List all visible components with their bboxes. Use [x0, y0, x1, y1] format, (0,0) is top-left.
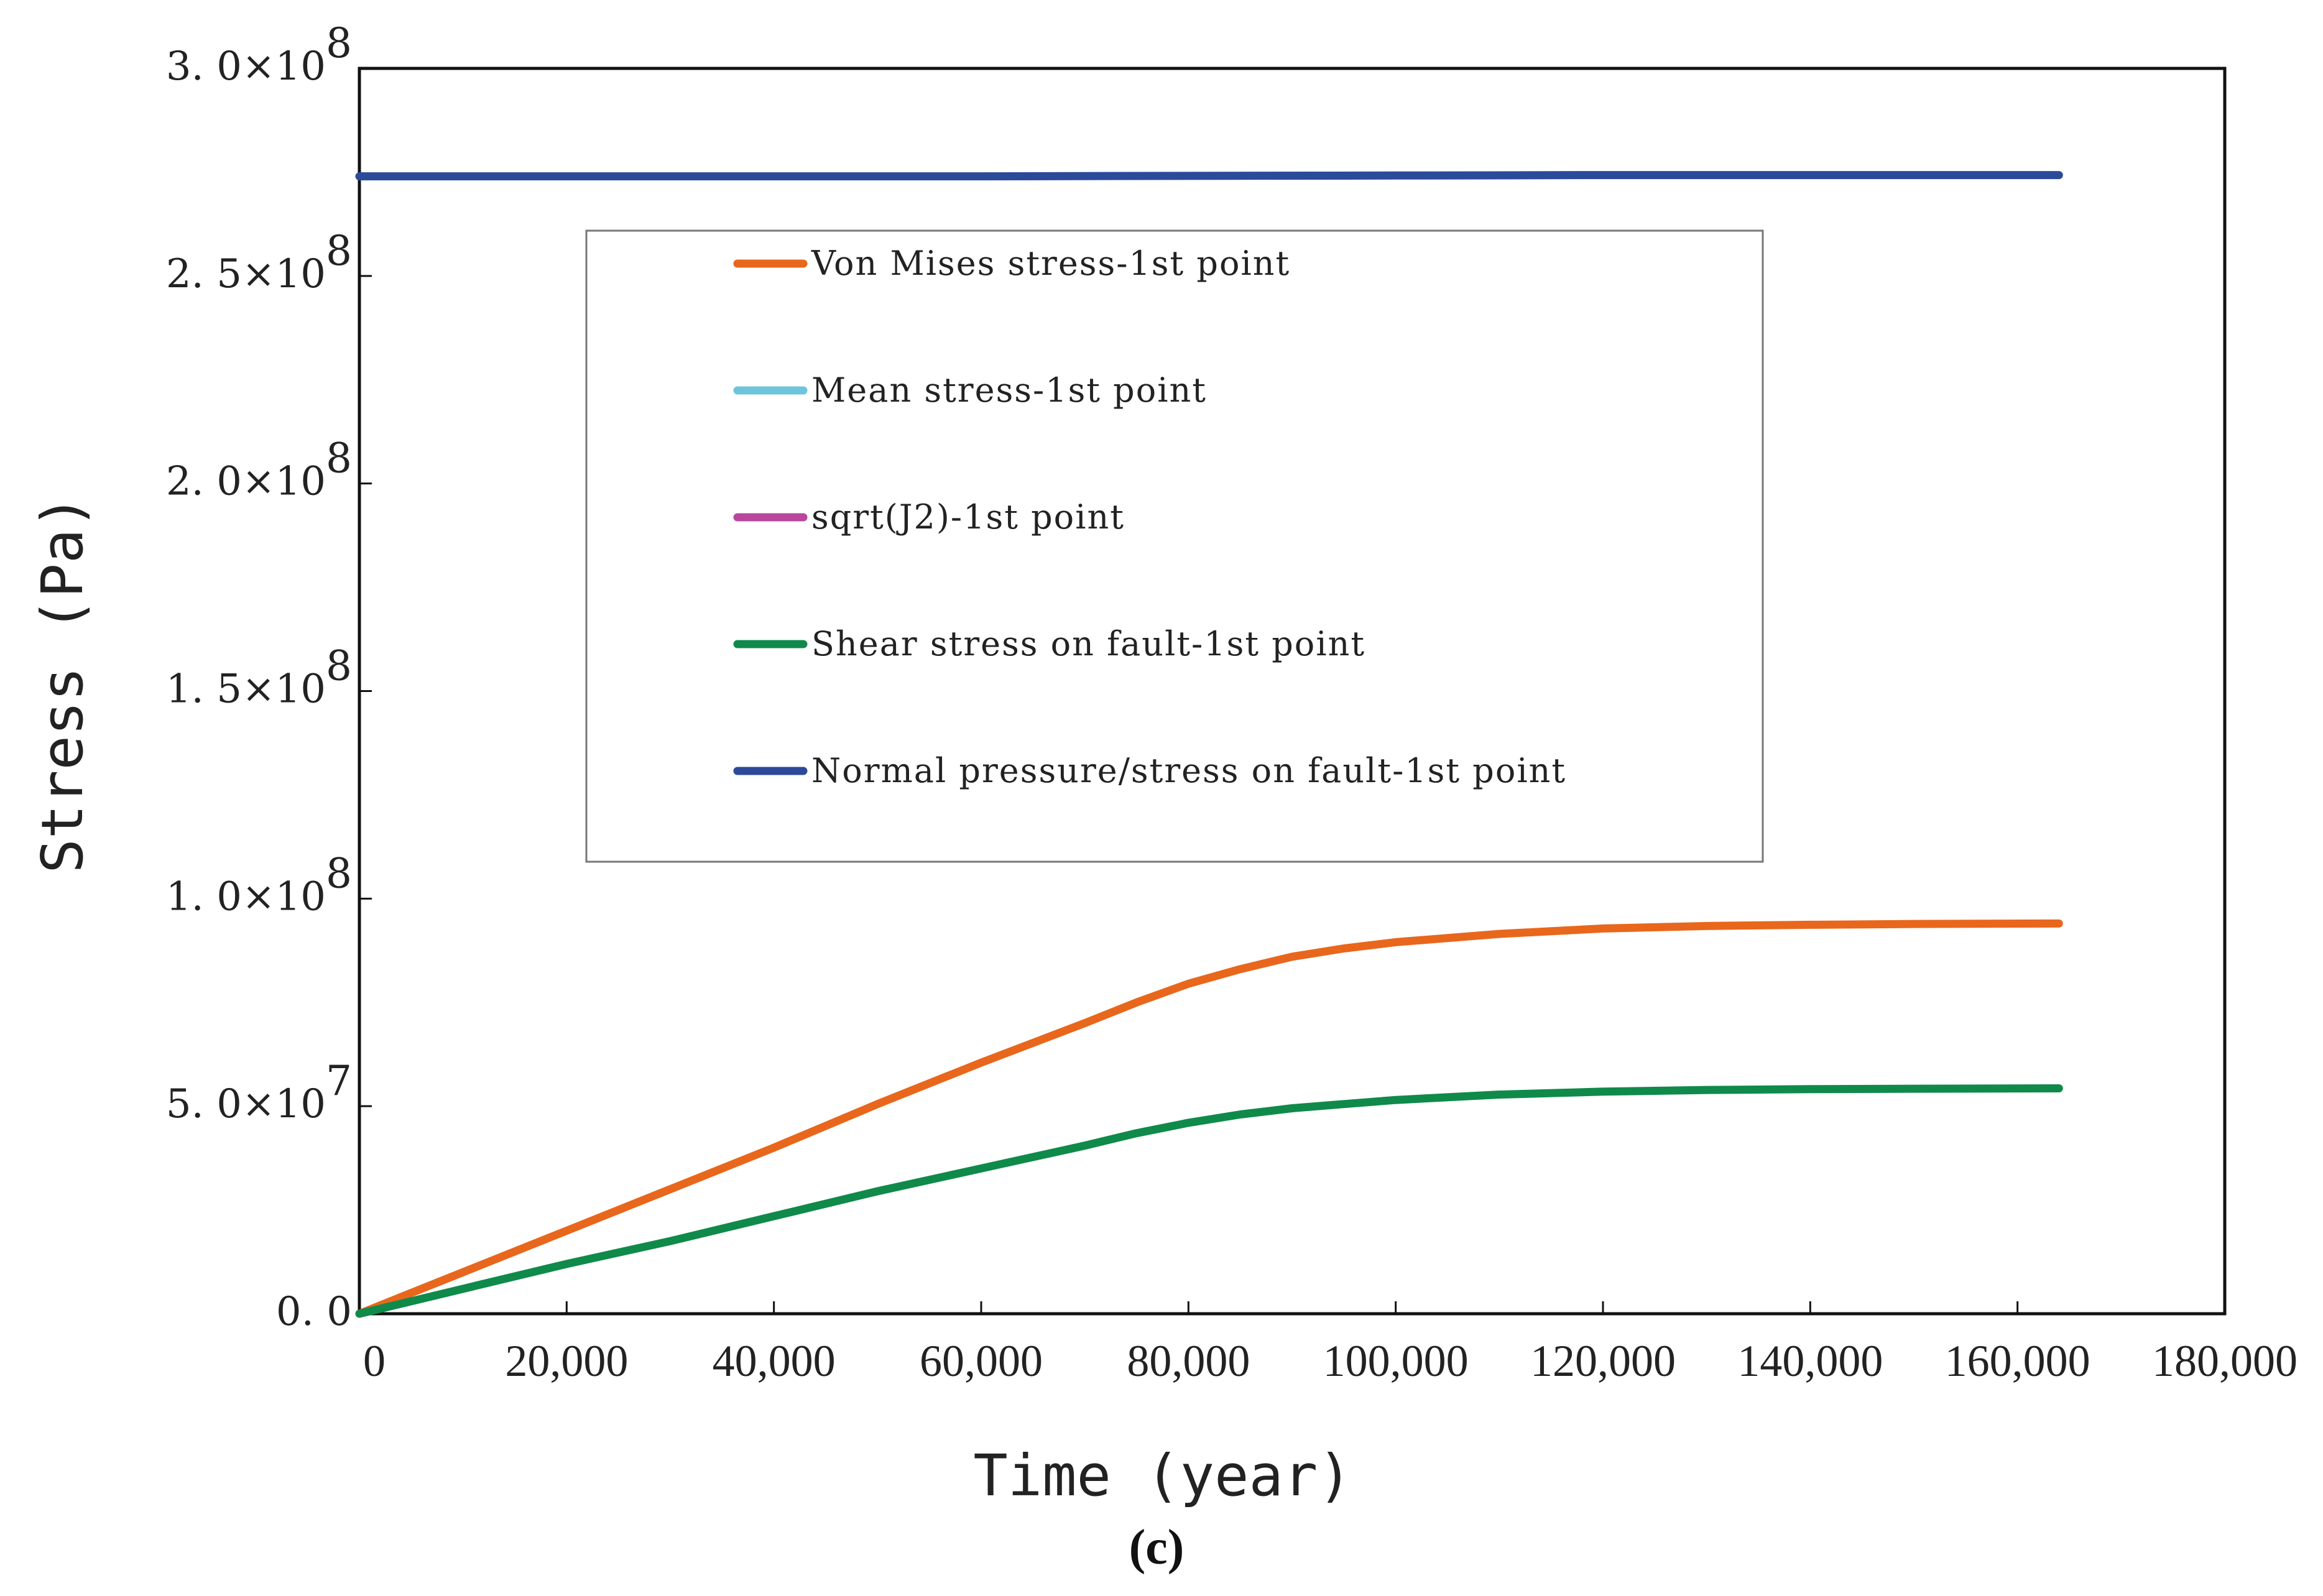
x-axis-title: Time (year): [973, 1442, 1352, 1509]
x-tick-label: 40,000: [713, 1336, 836, 1386]
x-tick-label: 0: [363, 1336, 386, 1386]
y-tick-exponent: 8: [326, 19, 352, 67]
panel-label: (c): [1129, 1520, 1185, 1575]
y-tick-label: 1. 0×108: [166, 849, 352, 920]
x-tick-label: 60,000: [920, 1336, 1043, 1386]
y-tick-mantissa: 3. 0×10: [166, 44, 326, 90]
y-tick-mantissa: 1. 5×10: [166, 667, 326, 713]
legend: Von Mises stress-1st point Mean stress-1s…: [585, 229, 1764, 863]
x-axis-ticks: 0 20,000 40,000 60,000 80,000 100,000 120,000 1…: [358, 1301, 2298, 1386]
y-tick-mantissa: 2. 5×10: [166, 251, 326, 297]
legend-box: [585, 229, 1764, 863]
y-tick-label: 1. 5×108: [166, 642, 352, 713]
legend-label: sqrt(J2)-1st point: [811, 497, 1125, 537]
y-tick-exponent: 7: [326, 1057, 352, 1105]
series-line-5: [355, 171, 2063, 181]
series-layer: [355, 171, 2063, 1318]
series-line-4: [355, 1084, 2063, 1318]
y-tick-mantissa: 2. 0×10: [166, 459, 326, 505]
x-tick-label: 20,000: [505, 1336, 628, 1386]
y-tick-mantissa: 5. 0×10: [166, 1081, 326, 1127]
x-tick-label: 180,000: [2152, 1336, 2298, 1386]
legend-label: Normal pressure/stress on fault-1st poin…: [811, 751, 1566, 790]
x-tick-label: 80,000: [1127, 1336, 1250, 1386]
series-line-1: [355, 919, 2063, 1318]
x-tick-label: 120,000: [1530, 1336, 1676, 1386]
y-tick-exponent: 8: [326, 227, 352, 275]
legend-label: Von Mises stress-1st point: [811, 244, 1290, 283]
y-tick-exponent: 8: [326, 642, 352, 690]
x-tick-label: 160,000: [1945, 1336, 2090, 1386]
y-tick-mantissa: 1. 0×10: [166, 874, 326, 920]
legend-label: Mean stress-1st point: [811, 371, 1207, 410]
y-tick-label: 5. 0×107: [166, 1057, 352, 1127]
y-tick-label: 2. 5×108: [166, 227, 352, 297]
x-tick-label: 100,000: [1323, 1336, 1469, 1386]
y-tick-label: 3. 0×108: [166, 19, 352, 90]
y-tick-exponent: 8: [326, 849, 352, 897]
y-axis-title: Stress (Pa): [29, 494, 96, 873]
legend-label: Shear stress on fault-1st point: [811, 624, 1365, 663]
y-tick-exponent: 8: [326, 435, 352, 482]
y-tick-mantissa: 0. 0: [276, 1289, 352, 1335]
y-tick-label: 2. 0×108: [166, 435, 352, 505]
y-tick-label: 0. 0: [276, 1289, 352, 1335]
x-tick-label: 140,000: [1737, 1336, 1883, 1386]
